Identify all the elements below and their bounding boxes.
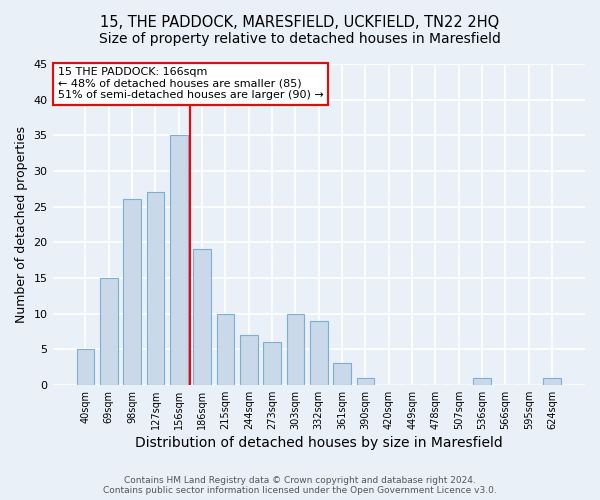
- Bar: [217, 314, 234, 385]
- Text: Contains HM Land Registry data © Crown copyright and database right 2024.
Contai: Contains HM Land Registry data © Crown c…: [103, 476, 497, 495]
- Y-axis label: Number of detached properties: Number of detached properties: [15, 126, 28, 323]
- X-axis label: Distribution of detached houses by size in Maresfield: Distribution of detached houses by size …: [135, 436, 503, 450]
- Text: Size of property relative to detached houses in Maresfield: Size of property relative to detached ho…: [99, 32, 501, 46]
- Bar: [310, 320, 328, 385]
- Text: 15 THE PADDOCK: 166sqm
← 48% of detached houses are smaller (85)
51% of semi-det: 15 THE PADDOCK: 166sqm ← 48% of detached…: [58, 67, 323, 100]
- Bar: [100, 278, 118, 385]
- Bar: [544, 378, 561, 385]
- Bar: [147, 192, 164, 385]
- Bar: [77, 349, 94, 385]
- Bar: [240, 335, 257, 385]
- Bar: [334, 364, 351, 385]
- Text: 15, THE PADDOCK, MARESFIELD, UCKFIELD, TN22 2HQ: 15, THE PADDOCK, MARESFIELD, UCKFIELD, T…: [100, 15, 500, 30]
- Bar: [356, 378, 374, 385]
- Bar: [124, 200, 141, 385]
- Bar: [473, 378, 491, 385]
- Bar: [170, 136, 188, 385]
- Bar: [193, 250, 211, 385]
- Bar: [263, 342, 281, 385]
- Bar: [287, 314, 304, 385]
